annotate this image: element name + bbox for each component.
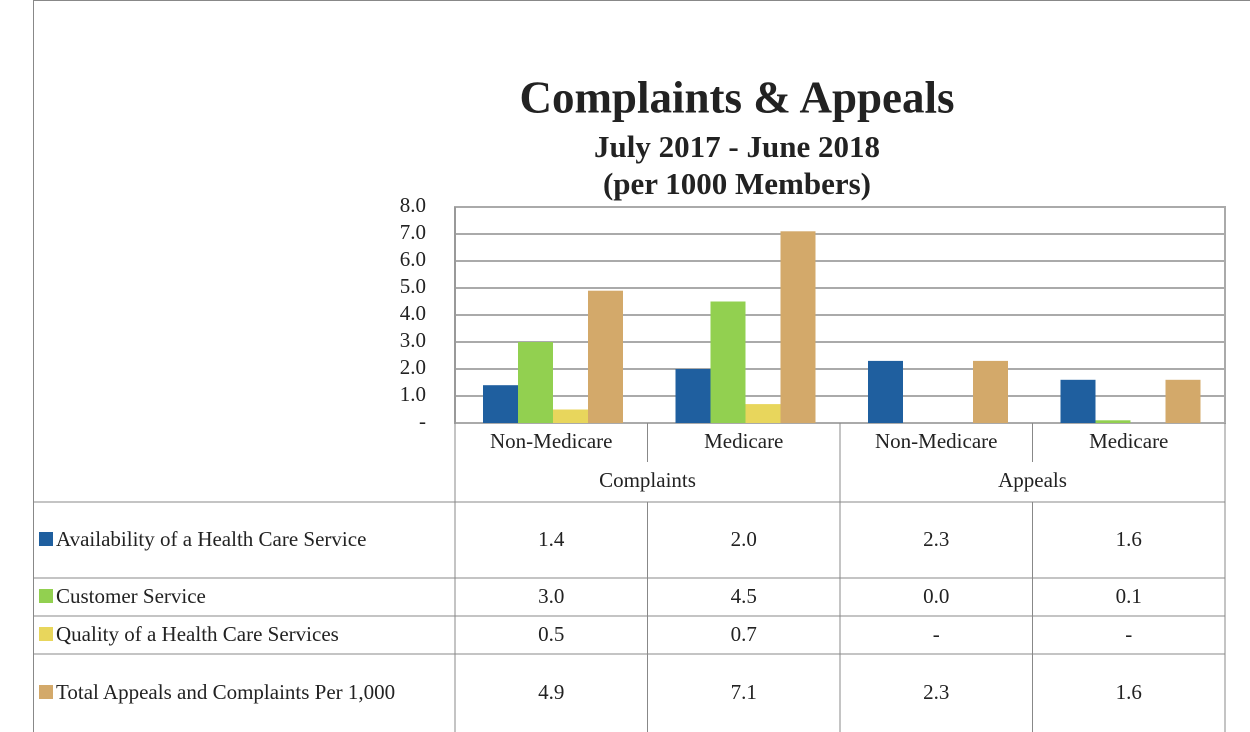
- table-value: 0.0: [923, 584, 950, 609]
- bar: [1060, 379, 1096, 423]
- legend-key: [39, 589, 53, 604]
- table-value: 2.3: [923, 680, 950, 705]
- table-value: 3.0: [538, 584, 565, 609]
- table-value: 7.1: [730, 680, 757, 705]
- bar: [780, 231, 816, 423]
- table-value: 1.4: [538, 527, 565, 552]
- table-value: 2.0: [730, 527, 757, 552]
- bar: [588, 290, 623, 423]
- chart-subtitle: July 2017 - June 2018: [594, 129, 880, 164]
- chart-subtitle: (per 1000 Members): [603, 166, 871, 201]
- x-tick-label: Non-Medicare: [490, 429, 612, 453]
- bar: [553, 409, 588, 423]
- legend-label: Quality of a Health Care Services: [39, 622, 339, 647]
- y-tick-label: 2.0: [400, 355, 426, 379]
- x-tick-label: Medicare: [704, 429, 783, 453]
- legend-entry: Quality of a Health Care Services: [39, 622, 339, 647]
- group-label: Appeals: [998, 468, 1067, 492]
- table-value: 0.7: [730, 622, 757, 647]
- legend-entry: Customer Service: [39, 584, 206, 609]
- legend-key: [39, 627, 53, 642]
- table-value: -: [932, 622, 940, 647]
- y-tick-label: -: [419, 409, 426, 433]
- legend-entry: Availability of a Health Care Service: [39, 527, 366, 552]
- legend-label: Availability of a Health Care Service: [39, 527, 366, 552]
- legend-key: [39, 532, 53, 547]
- y-tick-label: 7.0: [400, 220, 426, 244]
- group-label: Complaints: [599, 468, 696, 492]
- legend-entry: Total Appeals and Complaints Per 1,000: [39, 680, 395, 705]
- bar: [1165, 379, 1201, 423]
- y-tick-label: 5.0: [400, 274, 426, 298]
- bar: [518, 342, 553, 423]
- y-tick-label: 3.0: [400, 328, 426, 352]
- table-value: 1.6: [1115, 680, 1142, 705]
- table-value: 4.9: [538, 680, 565, 705]
- y-tick-label: 4.0: [400, 301, 426, 325]
- bar: [745, 404, 781, 423]
- series-name-cell: Quality of a Health Care Services: [33, 616, 455, 654]
- bar: [483, 385, 518, 423]
- y-tick-label: 1.0: [400, 382, 426, 406]
- x-tick-label: Non-Medicare: [875, 429, 997, 453]
- table-value: 0.1: [1115, 584, 1142, 609]
- legend-key: [39, 685, 53, 700]
- frame: [33, 0, 1250, 732]
- series-name-cell: Availability of a Health Care Service: [33, 502, 455, 578]
- table-value: 0.5: [538, 622, 565, 647]
- legend-label: Total Appeals and Complaints Per 1,000: [39, 680, 395, 705]
- table-value: -: [1125, 622, 1133, 647]
- legend-label: Customer Service: [39, 584, 206, 609]
- series-name-cell: Customer Service: [33, 578, 455, 616]
- y-tick-label: 8.0: [400, 193, 426, 217]
- y-tick-label: 6.0: [400, 247, 426, 271]
- table-value: 1.6: [1115, 527, 1142, 552]
- bar: [973, 360, 1008, 423]
- table-value: 2.3: [923, 527, 950, 552]
- table-value: 4.5: [730, 584, 757, 609]
- bar: [868, 360, 903, 423]
- bar: [675, 369, 711, 423]
- x-tick-label: Medicare: [1089, 429, 1168, 453]
- bar: [710, 301, 746, 423]
- chart-title: Complaints & Appeals: [519, 72, 954, 122]
- bar: [1095, 420, 1131, 423]
- series-name-cell: Total Appeals and Complaints Per 1,000: [33, 654, 455, 732]
